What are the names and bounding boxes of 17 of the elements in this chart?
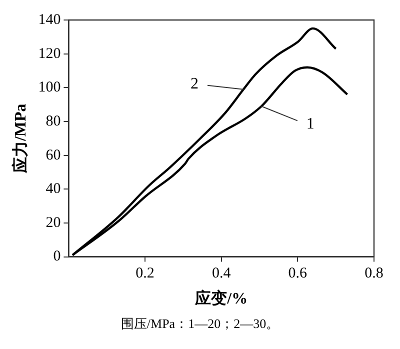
y-tick-label: 20 [46, 214, 61, 231]
y-tick-label: 0 [53, 248, 61, 265]
annotation: 2 [190, 76, 198, 93]
y-tick-label: 40 [46, 181, 61, 198]
x-tick-label: 0.4 [212, 266, 232, 282]
text: 围压/MPa：1—20；2—30。 [120, 315, 280, 333]
x-axis-title: 应变/% [194, 288, 248, 308]
y-tick-label: 60 [46, 147, 61, 164]
y-tick-label: 80 [46, 113, 61, 130]
annotation: 1 [306, 115, 314, 132]
y-axis-title: 应力/MPa [10, 104, 30, 174]
x-tick-label: 0.6 [288, 266, 308, 282]
x-tick-label: 0.8 [364, 266, 384, 282]
y-tick-label: 120 [38, 46, 61, 62]
y-tick-label: 100 [38, 80, 61, 96]
x-tick-label: 0.2 [136, 266, 154, 282]
y-tick-label: 140 [38, 12, 61, 28]
